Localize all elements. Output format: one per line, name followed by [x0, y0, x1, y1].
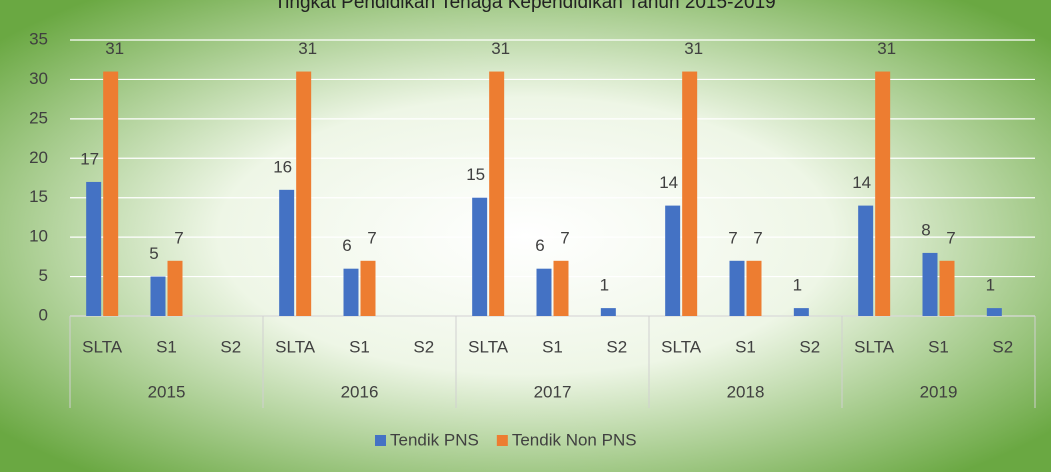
- data-label: 31: [684, 39, 703, 58]
- bar: [279, 189, 295, 316]
- bar: [472, 197, 488, 316]
- legend-label: Tendik Non PNS: [512, 430, 637, 449]
- data-label: 6: [535, 236, 544, 255]
- y-tick-label: 10: [29, 227, 48, 246]
- y-tick-label: 0: [39, 305, 48, 324]
- bar: [875, 71, 891, 317]
- x-tick-label: S1: [156, 337, 177, 356]
- data-label: 1: [986, 276, 995, 295]
- bar: [360, 260, 376, 316]
- y-tick-label: 30: [29, 69, 48, 88]
- bar: [793, 308, 809, 316]
- data-label: 5: [149, 244, 158, 263]
- y-tick-label: 25: [29, 108, 48, 127]
- x-tick-label: S2: [992, 337, 1013, 356]
- x-tick-label: SLTA: [661, 337, 702, 356]
- y-tick-label: 5: [39, 266, 48, 285]
- bar: [986, 308, 1002, 316]
- legend-swatch: [375, 435, 386, 446]
- data-label: 15: [466, 165, 485, 184]
- x-tick-label: SLTA: [82, 337, 123, 356]
- bar: [553, 260, 569, 316]
- bar: [922, 252, 938, 316]
- bar: [682, 71, 698, 317]
- group-label: 2017: [534, 382, 572, 401]
- x-tick-label: S2: [606, 337, 627, 356]
- x-tick-label: S2: [413, 337, 434, 356]
- data-label: 6: [342, 236, 351, 255]
- data-label: 31: [877, 39, 896, 58]
- y-tick-label: 20: [29, 148, 48, 167]
- chart-title: Tingkat Pendidikan Tenaga Kependidikan T…: [274, 0, 775, 13]
- bar: [167, 260, 183, 316]
- data-label: 1: [600, 276, 609, 295]
- data-label: 7: [946, 228, 955, 247]
- x-tick-label: SLTA: [468, 337, 509, 356]
- x-tick-label: S2: [220, 337, 241, 356]
- bar: [536, 268, 552, 316]
- bar: [665, 205, 681, 316]
- bar: [343, 268, 359, 316]
- bar: [858, 205, 874, 316]
- data-label: 7: [728, 228, 737, 247]
- x-tick-label: S1: [735, 337, 756, 356]
- data-label: 31: [298, 39, 317, 58]
- bar: [746, 260, 762, 316]
- data-label: 31: [105, 39, 124, 58]
- x-tick-label: S2: [799, 337, 820, 356]
- bar: [489, 71, 505, 317]
- bar: [86, 181, 102, 316]
- x-tick-label: S1: [928, 337, 949, 356]
- x-tick-label: SLTA: [854, 337, 895, 356]
- bar: [296, 71, 312, 317]
- data-label: 7: [753, 228, 762, 247]
- y-tick-label: 35: [29, 29, 48, 48]
- group-label: 2018: [727, 382, 765, 401]
- data-label: 14: [852, 173, 871, 192]
- group-label: 2016: [341, 382, 379, 401]
- data-label: 7: [367, 228, 376, 247]
- group-label: 2019: [920, 382, 958, 401]
- x-tick-label: SLTA: [275, 337, 316, 356]
- y-tick-label: 15: [29, 187, 48, 206]
- data-label: 17: [80, 149, 99, 168]
- data-label: 31: [491, 39, 510, 58]
- bar: [103, 71, 119, 317]
- bar: [600, 308, 616, 316]
- x-tick-label: S1: [542, 337, 563, 356]
- data-label: 7: [174, 228, 183, 247]
- data-label: 1: [793, 276, 802, 295]
- data-label: 7: [560, 228, 569, 247]
- bar: [729, 260, 745, 316]
- legend-label: Tendik PNS: [390, 430, 479, 449]
- legend-swatch: [496, 435, 508, 446]
- bar: [939, 260, 955, 316]
- data-label: 8: [921, 220, 930, 239]
- x-tick-label: S1: [349, 337, 370, 356]
- data-label: 14: [659, 173, 678, 192]
- data-label: 16: [273, 157, 292, 176]
- bar: [150, 276, 166, 316]
- group-label: 2015: [148, 382, 186, 401]
